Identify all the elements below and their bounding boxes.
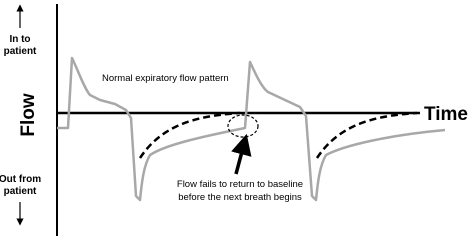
- in-label: patient: [4, 46, 37, 57]
- flow-waveform: [57, 56, 446, 202]
- failure-label: before the next breath begins: [178, 192, 302, 203]
- in-label: In to: [9, 34, 30, 45]
- pointer-arrow: [231, 133, 252, 175]
- normal-label: Normal expiratory flow pattern: [102, 73, 229, 84]
- normal-expiration: [138, 111, 241, 159]
- normal-expiration: [315, 111, 418, 159]
- failure-label: Flow fails to return to baseline: [177, 179, 303, 190]
- y-title: Flow: [18, 93, 39, 136]
- highlight-circle: [227, 114, 259, 138]
- x-title: Time: [424, 104, 468, 125]
- out-label: Out from: [0, 174, 41, 185]
- out-label: patient: [4, 186, 37, 197]
